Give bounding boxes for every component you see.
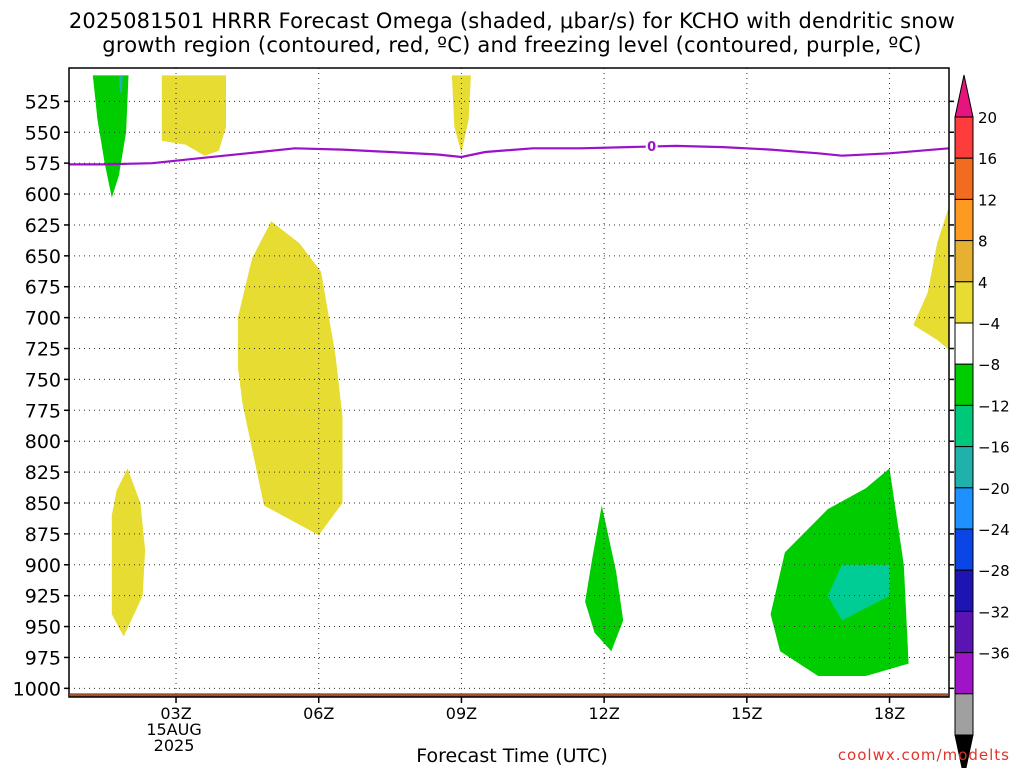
colorbar-segment-13 (954, 652, 974, 695)
y-tick-label-775: 775 (25, 400, 61, 422)
freezing-level-label: 0 (647, 140, 656, 155)
colorbar-label-0: 20 (978, 109, 997, 127)
colorbar-label-8: −16 (978, 439, 1010, 457)
omega-region-6 (913, 206, 949, 350)
colorbar: 20 16 12 8 4 −4 −8 −12 −16 −20 −24 −28 −32 −36 (954, 74, 1010, 768)
omega-region-4 (237, 221, 343, 536)
freezing-level-layer: 0 (69, 137, 950, 166)
y-tick-label-975: 975 (25, 647, 61, 669)
colorbar-segment-4 (954, 281, 974, 324)
y-tick-label-625: 625 (25, 215, 61, 237)
y-tick-label-925: 925 (25, 586, 61, 608)
colorbar-label-2: 12 (978, 191, 997, 209)
colorbar-label-6: −8 (978, 356, 1000, 374)
omega-fill-layer (92, 75, 949, 676)
colorbar-segment-6 (954, 363, 974, 406)
colorbar-bottom-arrow (954, 734, 974, 768)
y-tick-label-575: 575 (25, 153, 61, 175)
surface-band (70, 693, 948, 697)
surface-layer (70, 693, 948, 697)
y-tick-label-900: 900 (25, 555, 61, 577)
y-tick-label-600: 600 (25, 184, 61, 206)
x-tick-label-15: 15Z (731, 704, 762, 723)
colorbar-segment-5 (954, 322, 974, 365)
colorbar-label-11: −28 (978, 562, 1010, 580)
y-tick-label-725: 725 (25, 339, 61, 361)
y-tick-label-950: 950 (25, 617, 61, 639)
colorbar-label-10: −24 (978, 521, 1010, 539)
colorbar-segment-0 (954, 116, 974, 159)
y-tick-label-700: 700 (25, 308, 61, 330)
y-tick-label-675: 675 (25, 277, 61, 299)
x-tick-label-18: 18Z (874, 704, 905, 723)
colorbar-segment-10 (954, 528, 974, 571)
colorbar-segment-9 (954, 487, 974, 530)
omega-region-1 (451, 75, 471, 154)
colorbar-segment-12 (954, 610, 974, 654)
colorbar-segment-14 (954, 693, 974, 736)
x-tick-label-6: 06Z (303, 704, 334, 723)
colorbar-segment-1 (954, 157, 974, 200)
omega-region-2 (92, 75, 129, 198)
y-tick-label-1000: 1000 (13, 678, 61, 700)
freezing-level-label-bg (645, 137, 658, 154)
y-tick-label-875: 875 (25, 524, 61, 546)
colorbar-label-1: 16 (978, 150, 997, 168)
colorbar-label-3: 8 (978, 233, 988, 251)
y-tick-label-650: 650 (25, 246, 61, 268)
grid-layer (69, 68, 949, 697)
omega-region-3 (118, 75, 123, 93)
x-tick-sublabel-3-1: 2025 (154, 736, 195, 755)
y-tick-label-825: 825 (25, 462, 61, 484)
colorbar-segment-2 (954, 198, 974, 242)
colorbar-segment-3 (954, 240, 974, 283)
colorbar-top-arrow (954, 74, 974, 118)
site-credit: coolwx.com/modelts (837, 746, 1010, 764)
chart-title-line-2: growth region (contoured, red, ºC) and f… (102, 33, 922, 57)
x-tick-sublabel-3-0: 15AUG (146, 720, 201, 739)
x-tick-label-12: 12Z (588, 704, 619, 723)
omega-region-5 (111, 468, 146, 637)
omega-region-0 (161, 75, 226, 156)
y-tick-label-525: 525 (25, 91, 61, 113)
y-axis: 525 550 575 600 625 650 675 700 725 750 775 800 825 8… (13, 91, 954, 700)
x-tick-label-9: 09Z (446, 704, 477, 723)
omega-region-9 (827, 564, 890, 621)
colorbar-segment-8 (954, 446, 974, 489)
colorbar-label-9: −20 (978, 480, 1010, 498)
y-tick-label-850: 850 (25, 493, 61, 515)
chart-title-line-1: 2025081501 HRRR Forecast Omega (shaded, … (68, 9, 956, 33)
x-axis-title: Forecast Time (UTC) (416, 745, 608, 767)
y-tick-label-550: 550 (25, 122, 61, 144)
colorbar-label-12: −32 (978, 603, 1010, 621)
colorbar-segment-11 (954, 569, 974, 612)
plot-frame (68, 67, 950, 698)
colorbar-label-7: −12 (978, 397, 1010, 415)
colorbar-label-5: −4 (978, 315, 1000, 333)
colorbar-label-4: 4 (978, 274, 988, 292)
colorbar-label-13: −36 (978, 645, 1010, 663)
freezing-level-line (69, 144, 950, 166)
y-tick-label-800: 800 (25, 431, 61, 453)
x-tick-label-3: 03Z (160, 704, 191, 723)
colorbar-segment-7 (954, 404, 974, 448)
y-tick-label-750: 750 (25, 369, 61, 391)
